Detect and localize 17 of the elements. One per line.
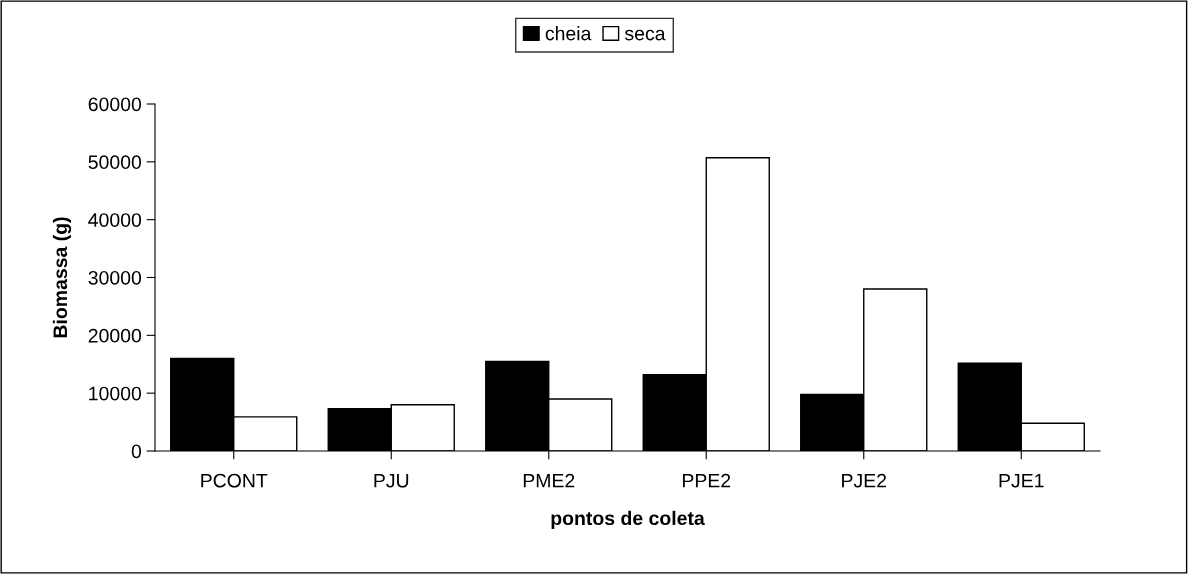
x-tick-label: PME2 <box>523 473 575 488</box>
x-tick-label: PJU <box>374 473 409 488</box>
y-tick-label: 20000 <box>88 328 142 343</box>
y-tick-label: 40000 <box>88 213 142 227</box>
y-tick-label: 0 <box>131 444 142 459</box>
legend-label: seca <box>624 29 666 41</box>
y-tick-label: 60000 <box>88 97 142 112</box>
x-axis-title: pontos de coleta <box>551 510 705 529</box>
x-tick-label: PCONT <box>201 473 268 488</box>
x-tick-label: PPE2 <box>682 473 731 488</box>
y-axis-title: Biomassa (g) <box>52 217 72 338</box>
legend-label: cheia <box>545 26 592 41</box>
x-tick-label: PJE2 <box>842 473 887 488</box>
x-tick-label: PJE1 <box>999 473 1044 488</box>
y-tick-label: 30000 <box>88 270 142 285</box>
y-tick-label: 10000 <box>89 386 142 401</box>
y-tick-label: 50000 <box>88 155 142 170</box>
